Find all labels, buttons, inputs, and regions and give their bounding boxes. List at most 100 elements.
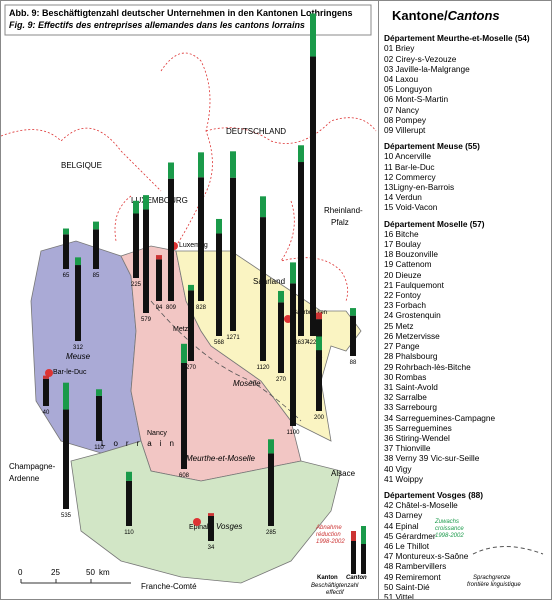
bar-reduction	[316, 312, 322, 320]
map: Abb. 9: Beschäftigtenzahl deutscher Unte…	[1, 4, 377, 596]
key-text: frontière linguistique	[467, 582, 521, 588]
canton: 21 Faulquemont	[384, 279, 444, 290]
canton: 24 Grostenquin	[384, 310, 441, 321]
canton: 34 Sarreguemines-Campagne	[384, 412, 496, 423]
bar-growth	[278, 290, 284, 303]
bar-label: 1120	[257, 365, 271, 371]
canton: 48 Rambervillers	[384, 561, 447, 572]
bar-growth	[63, 228, 69, 235]
bar-label: 88	[350, 360, 357, 366]
bar-effectif	[168, 178, 174, 301]
bar-growth	[75, 257, 81, 266]
title-de: Abb. 9: Beschäftigtenzahl deutscher Unte…	[9, 8, 353, 18]
bar-label: 312	[73, 345, 84, 351]
canton: 23 Forbach	[384, 300, 426, 311]
label: Alsace	[331, 469, 356, 478]
canton: 33 Sarrebourg	[384, 402, 438, 413]
bar-effectif	[208, 515, 214, 541]
canton: 16 Bitche	[384, 228, 419, 239]
bar-effectif	[230, 177, 236, 331]
bar-growth	[350, 308, 356, 316]
canton: 05 Longuyon	[384, 84, 432, 95]
bar-effectif	[156, 259, 162, 301]
key-text: croissance	[435, 526, 464, 532]
canton: 41 Woippy	[384, 473, 424, 484]
scale-tick: 50	[86, 568, 95, 577]
canton: 49 Remiremont	[384, 571, 441, 582]
bar-effectif	[316, 350, 322, 411]
canton: 45 Gérardmer	[384, 530, 436, 541]
canton: 42 Châtel-s-Moselle	[384, 500, 458, 511]
scale-tick: 0	[18, 568, 23, 577]
department-title: Département Moselle (57)	[384, 218, 485, 229]
canton: 13Ligny-en-Barrois	[384, 182, 455, 193]
department: Département Meuse (55) 10 Ancerville 11 Ba…	[384, 141, 551, 212]
department-title: Département Vosges (88)	[384, 489, 483, 500]
canton: 38 Verny 39 Vic-sur-Seille	[384, 453, 480, 464]
key-text: Kanton	[317, 575, 338, 581]
label: Rheinland-	[324, 206, 363, 215]
bar-growth	[168, 162, 174, 179]
canton: 36 Stiring-Wendel	[384, 432, 450, 443]
key-text: effectif	[326, 590, 345, 596]
bar-effectif	[268, 453, 274, 526]
scale-unit: km	[99, 568, 110, 577]
bar-growth	[216, 218, 222, 234]
bar-effectif	[260, 217, 266, 361]
bar-effectif	[198, 177, 204, 301]
bar-label: 1637	[294, 340, 308, 346]
bar-label: 809	[166, 305, 177, 311]
canton: 44 Epinal	[384, 520, 419, 531]
canton: 18 Bouzonville	[384, 249, 438, 260]
department-title: Département Meurthe-et-Moselle (54)	[384, 33, 530, 44]
bar-growth	[181, 343, 187, 363]
bar-effectif	[310, 56, 316, 336]
canton: 43 Darney	[384, 510, 423, 521]
bar-label: 608	[179, 473, 190, 479]
bar-growth	[96, 389, 102, 396]
canton: 47 Montureux-s-Saône	[384, 551, 469, 562]
bar-label: 270	[276, 377, 287, 383]
canton: 31 Saint-Avold	[384, 381, 438, 392]
department: Département Vosges (88) 42 Châtel-s-Mosel…	[384, 489, 551, 599]
canton: 19 Cattenom	[384, 259, 432, 270]
bar-effectif	[96, 395, 102, 441]
canton: 50 Saint-Dié	[384, 581, 430, 592]
bar-label: 4224	[306, 340, 320, 346]
label: Franche-Comté	[141, 582, 197, 591]
bar-growth	[143, 195, 149, 210]
bar-label: 1271	[226, 335, 240, 341]
canton: 26 Metzervisse	[384, 330, 440, 341]
bar-label: 110	[124, 530, 134, 536]
bar-growth	[198, 152, 204, 178]
canton: 27 Pange	[384, 341, 420, 352]
heading-de: Kantone/	[392, 8, 448, 23]
bar-reduction	[208, 513, 214, 516]
canton: 37 Thionville	[384, 443, 431, 454]
label: DEUTSCHLAND	[226, 127, 286, 136]
label: Pfalz	[331, 218, 349, 227]
bar-growth	[188, 284, 194, 291]
canton: 09 Villerupt	[384, 125, 426, 136]
panel-heading: Kantone/Cantons	[392, 8, 551, 23]
department: Département Moselle (57) 16 Bitche 17 Boul…	[384, 219, 551, 484]
bar-effectif	[316, 319, 322, 351]
bar-label: 1100	[287, 430, 301, 436]
canton: 04 Laxou	[384, 74, 419, 85]
bar-growth	[126, 471, 132, 481]
key-text: Zuwachs	[434, 519, 459, 525]
department: Département Meurthe-et-Moselle (54) 01 Br…	[384, 33, 551, 135]
bar-effectif	[216, 233, 222, 336]
canton-panel: Kantone/Cantons Département Meurthe-et-M…	[378, 1, 551, 599]
canton: 25 Metz	[384, 320, 414, 331]
label: Metz	[173, 326, 189, 333]
bar-label: 110	[94, 445, 104, 451]
bar-effectif	[350, 315, 356, 356]
label: Moselle	[233, 379, 261, 388]
canton: 14 Verdun	[384, 192, 422, 203]
canton: 08 Pompey	[384, 114, 426, 125]
bar-label: 40	[43, 410, 50, 416]
bar-effectif	[63, 234, 69, 269]
canton: 35 Sarreguemines	[384, 422, 452, 433]
canton: 46 Le Thillot	[384, 540, 430, 551]
